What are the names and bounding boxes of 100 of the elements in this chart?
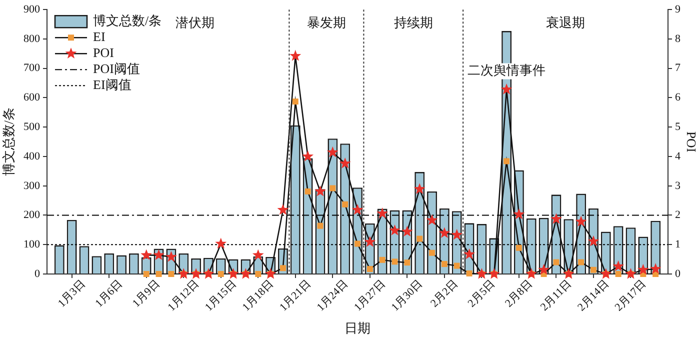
- point: [302, 150, 314, 162]
- point: [304, 188, 311, 194]
- x-tick-label: 1月21日: [277, 278, 314, 314]
- point: [538, 264, 550, 275]
- legend-label: EI: [93, 29, 106, 44]
- point: [290, 50, 302, 61]
- point: [550, 213, 562, 224]
- annotation: 衰退期: [546, 15, 586, 30]
- point: [354, 240, 360, 247]
- point: [330, 185, 336, 192]
- y-tick-label: 200: [24, 209, 40, 222]
- x-tick-label: 1月9日: [130, 278, 162, 310]
- point: [392, 258, 398, 265]
- y-tick-label: 300: [24, 180, 40, 192]
- y2-tick-label: 1: [675, 238, 680, 251]
- point: [228, 268, 240, 279]
- point: [292, 98, 298, 105]
- point: [516, 244, 522, 251]
- legend-label: POI阈值: [93, 61, 140, 76]
- y-tick-label: 700: [24, 62, 40, 74]
- point: [376, 207, 388, 218]
- point: [553, 259, 560, 266]
- x-tick-label: 1月30日: [389, 278, 425, 314]
- point: [416, 236, 423, 242]
- annotation: 持续期: [394, 15, 433, 30]
- point: [451, 228, 463, 240]
- y2-tick-label: 9: [675, 3, 681, 16]
- y-tick-label: 400: [24, 150, 40, 162]
- point: [153, 249, 164, 260]
- point: [389, 224, 400, 236]
- x-tick-label: 1月12日: [166, 278, 202, 314]
- point: [625, 268, 636, 279]
- point: [414, 183, 426, 194]
- x-tick-label: 2月8日: [502, 278, 535, 310]
- point: [326, 146, 338, 158]
- y2-tick-label: 6: [675, 92, 681, 104]
- x-tick-label: 1月27日: [352, 278, 388, 314]
- point: [600, 268, 612, 279]
- point: [364, 236, 376, 247]
- point: [615, 271, 622, 277]
- point: [464, 248, 475, 260]
- x-tick-label: 2月11日: [538, 278, 574, 314]
- point: [215, 238, 227, 249]
- point: [500, 84, 512, 94]
- point: [366, 266, 373, 272]
- y2-tick-label: 5: [675, 121, 681, 133]
- x-tick-label: 2月5日: [466, 278, 498, 310]
- x-tick-label: 2月14日: [576, 278, 612, 314]
- y-tick-label: 600: [24, 92, 40, 104]
- point: [650, 263, 662, 274]
- point: [218, 271, 224, 277]
- y2-axis-title: POI: [684, 131, 699, 152]
- y2-tick-label: 0: [675, 268, 681, 280]
- y2-tick-label: 8: [675, 32, 681, 45]
- point: [441, 261, 448, 268]
- point: [342, 201, 348, 208]
- point: [143, 271, 150, 277]
- y2-tick-label: 2: [675, 209, 680, 222]
- x-axis-title: 日期: [344, 320, 370, 336]
- point: [317, 222, 324, 229]
- legend-label: 博文总数/条: [93, 13, 162, 28]
- x-tick-label: 1月3日: [56, 278, 88, 310]
- point: [264, 268, 276, 279]
- annotation: 暴发期: [306, 15, 346, 30]
- point: [504, 158, 510, 164]
- point: [339, 158, 351, 168]
- point: [404, 260, 410, 266]
- point: [352, 204, 364, 215]
- point: [426, 214, 438, 226]
- point: [454, 262, 460, 269]
- y-tick-label: 800: [24, 32, 40, 45]
- y-tick-label: 500: [24, 121, 40, 133]
- x-tick-label: 1月6日: [93, 278, 125, 310]
- point: [575, 216, 587, 227]
- point: [255, 271, 262, 277]
- point: [277, 204, 289, 215]
- legend-label: POI: [93, 45, 114, 60]
- y-tick-label: 900: [24, 3, 40, 16]
- point: [488, 268, 500, 279]
- x-tick-label: 1月15日: [202, 278, 239, 314]
- point: [379, 256, 386, 263]
- point: [476, 268, 488, 279]
- point: [578, 259, 584, 266]
- y-tick-label: 0: [34, 268, 40, 280]
- point: [165, 250, 177, 262]
- point: [140, 249, 152, 260]
- y2-tick-label: 4: [675, 150, 681, 162]
- annotation: 潜伏期: [176, 15, 215, 30]
- x-tick-label: 1月18日: [240, 278, 276, 314]
- point: [588, 235, 600, 246]
- y2-tick-label: 3: [675, 180, 681, 192]
- point: [168, 271, 174, 277]
- point: [612, 260, 624, 272]
- annotation: 二次舆情事件: [468, 62, 546, 78]
- point: [178, 268, 190, 279]
- x-tick-label: 2月17日: [612, 278, 649, 314]
- legend-label: EI阈值: [93, 77, 132, 92]
- point: [590, 266, 596, 273]
- x-tick-label: 1月24日: [314, 278, 350, 314]
- point: [190, 268, 202, 279]
